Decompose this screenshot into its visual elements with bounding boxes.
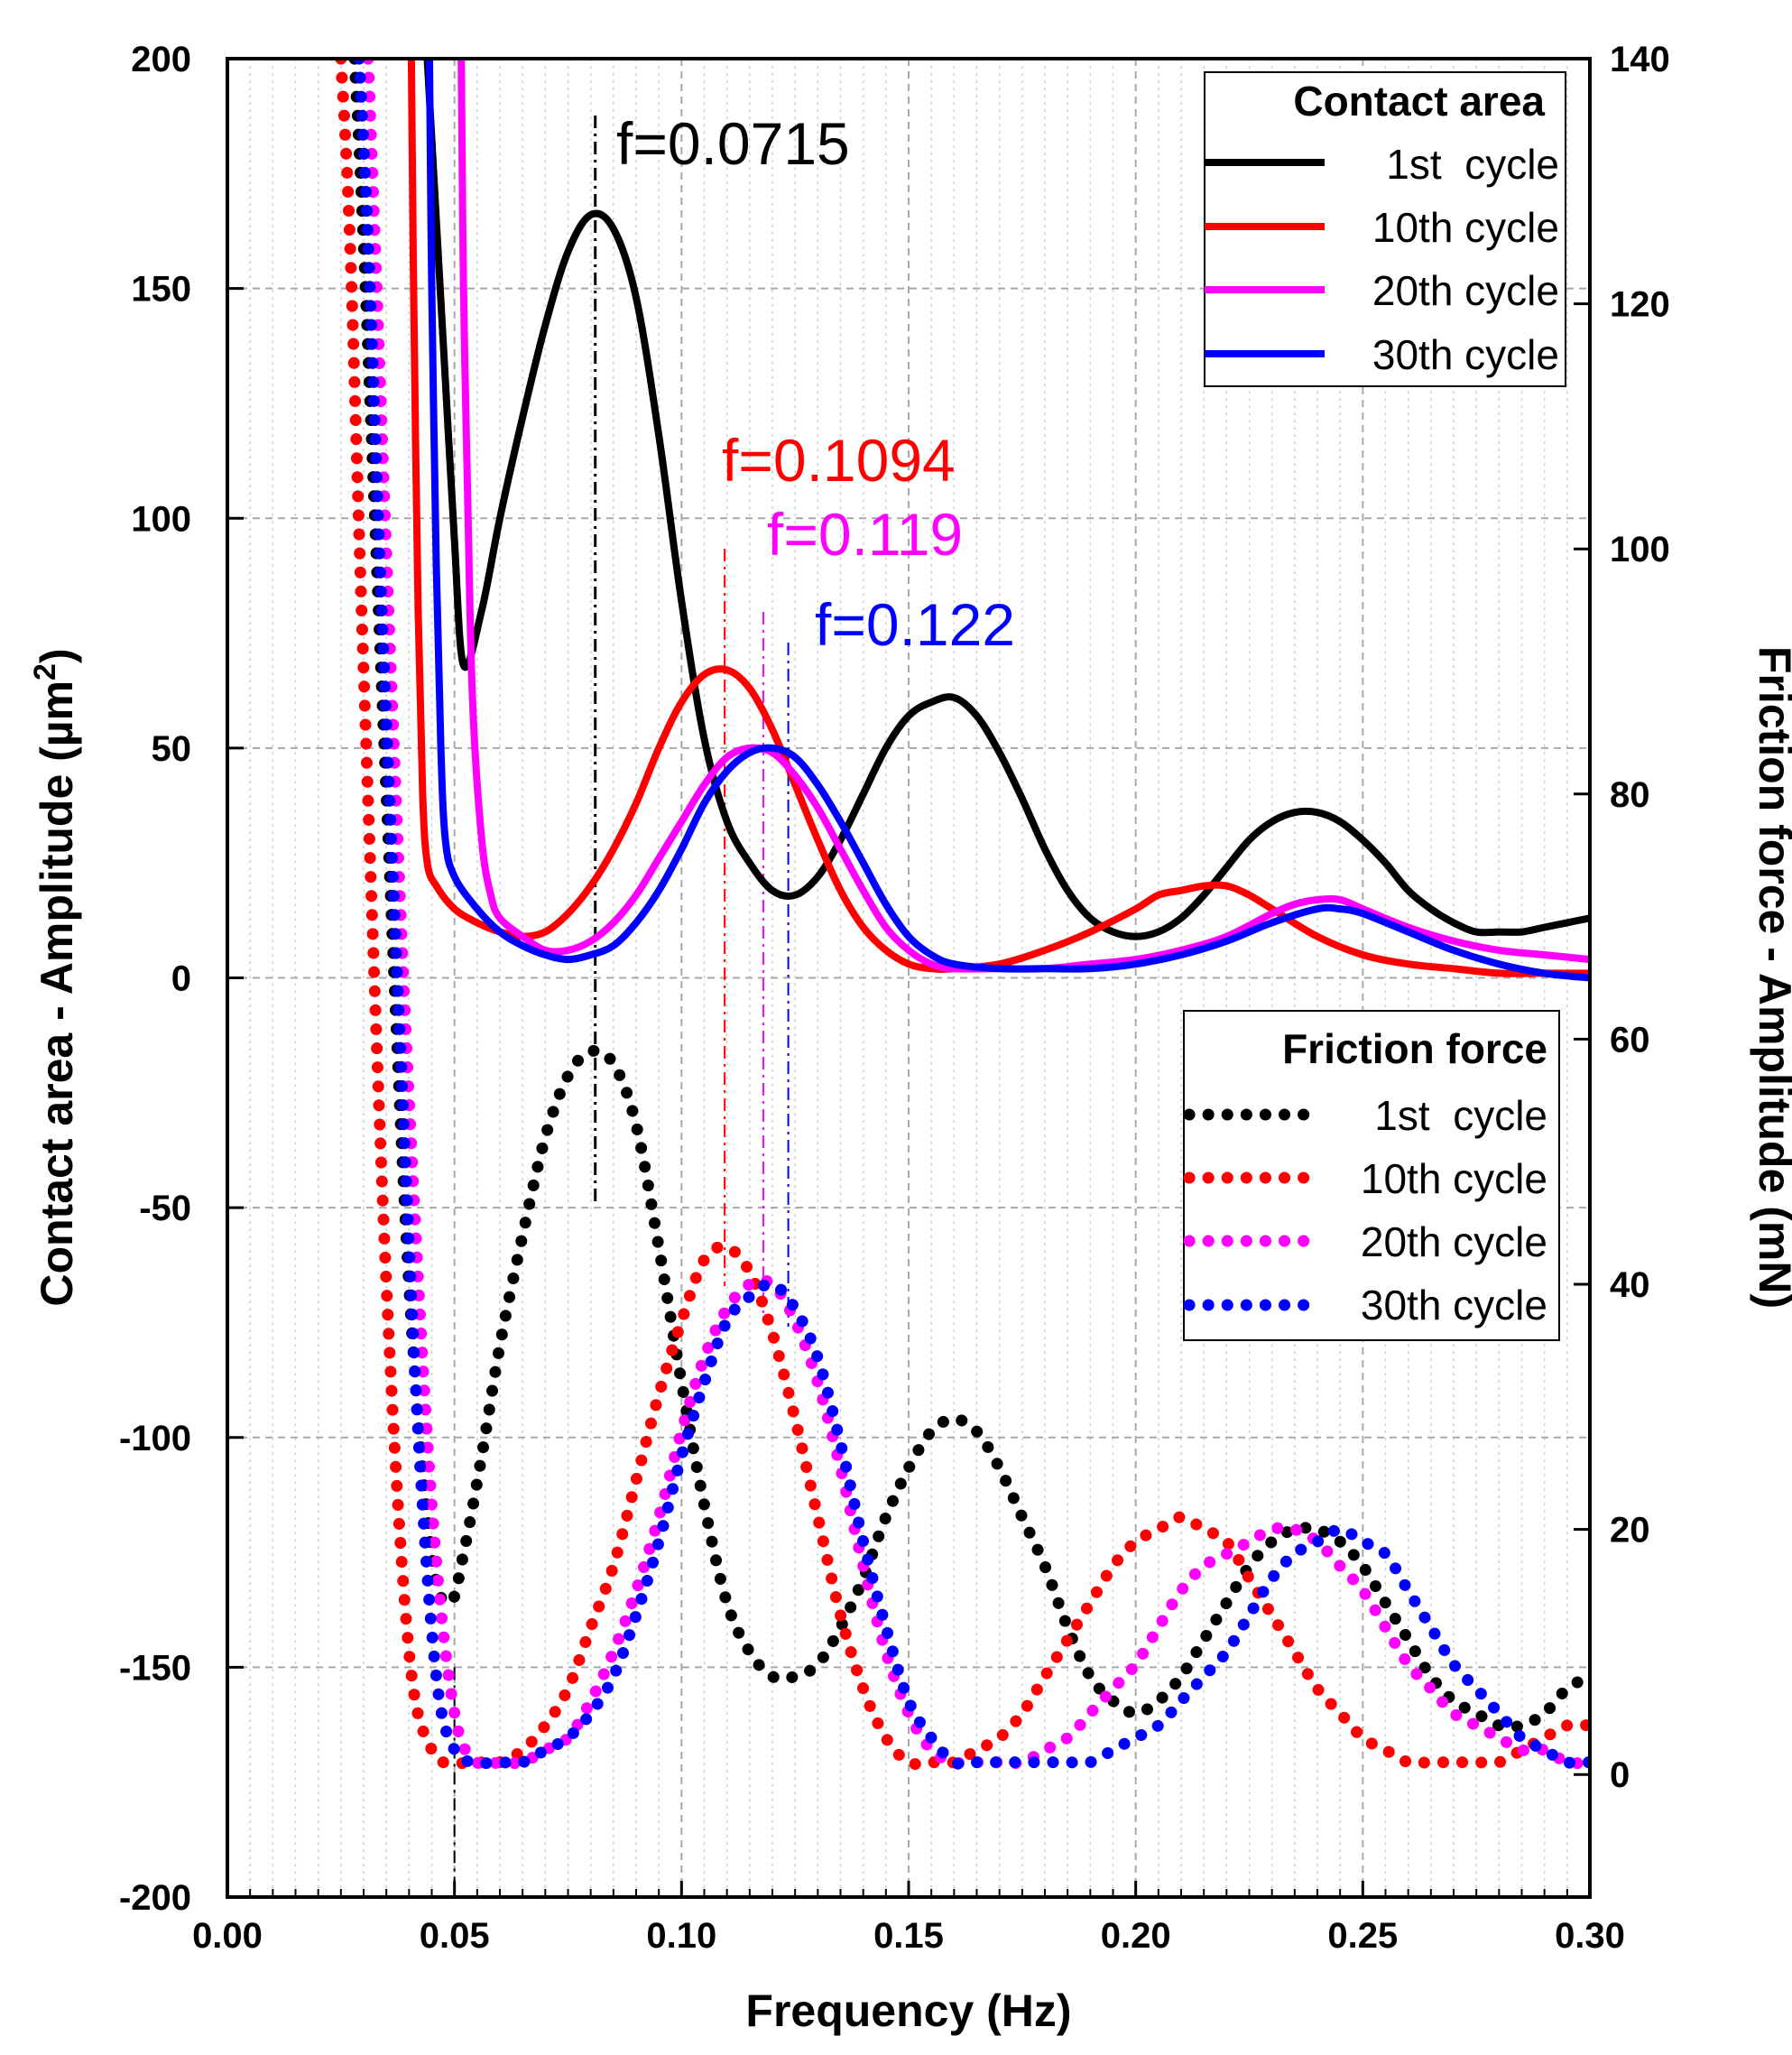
- y-left-tick-label: -200: [119, 1878, 191, 1918]
- y-right-tick-label: 140: [1610, 40, 1670, 79]
- x-tick-label: 0.30: [1555, 1916, 1625, 1956]
- y-axis-right-title: Friction force - Amplitude (mN): [1750, 646, 1792, 1309]
- grid: [226, 58, 1591, 1898]
- series-contact-area-1st-cycle: [423, 59, 1590, 940]
- y-left-tick-label: -50: [139, 1189, 191, 1228]
- legend-contact-label-30th: 30th cycle: [1372, 331, 1559, 378]
- x-tick-label: 0.05: [420, 1916, 490, 1956]
- series-friction-force-20th-cycle: [362, 59, 1590, 1773]
- x-axis-title: Frequency (Hz): [745, 1986, 1071, 2036]
- legend-contact-label-1st: 1st cycle: [1386, 141, 1559, 188]
- y-left-tick-label: 50: [152, 729, 192, 769]
- y-axis-left-title-end: ): [32, 648, 82, 663]
- legend-friction-title: Friction force: [1282, 1025, 1547, 1072]
- x-tick-label: 0.20: [1101, 1916, 1171, 1956]
- legend-friction-label-10th: 10th cycle: [1361, 1155, 1547, 1202]
- series-layer: [335, 59, 1590, 1773]
- x-tick-label: 0.15: [873, 1916, 944, 1956]
- annotation-20th-cycle: f=0.119: [767, 501, 963, 568]
- y-left-tick-label: 200: [131, 40, 191, 79]
- legend-friction-label-30th: 30th cycle: [1361, 1282, 1547, 1328]
- y-left-tick-label: 100: [131, 499, 191, 539]
- annotation-30th-cycle: f=0.122: [815, 591, 1015, 658]
- x-tick-label: 0.00: [192, 1916, 263, 1956]
- series-contact-area-30th-cycle: [426, 59, 1590, 982]
- annotation-1st-cycle: f=0.0715: [616, 110, 850, 177]
- y-axis-left-title-sup: 2: [28, 663, 62, 680]
- x-tick-label: 0.25: [1327, 1916, 1398, 1956]
- series-friction-force-10th-cycle: [335, 59, 1590, 1771]
- legend-friction-force: Friction force 1st cycle 10th cycle 20th…: [1183, 1010, 1560, 1341]
- y-axis-left-title-main: Contact area - Amplitude (µm: [32, 680, 82, 1307]
- y-left-tick-label: -150: [119, 1648, 191, 1688]
- legend-contact-label-20th: 20th cycle: [1372, 267, 1559, 314]
- series-friction-force-30th-cycle: [353, 59, 1590, 1771]
- y-right-tick-label: 40: [1610, 1265, 1650, 1305]
- legend-contact-area: Contact area 1st cycle 10th cycle 20th c…: [1204, 71, 1566, 387]
- series-contact-area-10th-cycle: [407, 59, 1590, 977]
- y-left-tick-label: 150: [131, 270, 191, 310]
- y-right-tick-label: 0: [1610, 1755, 1630, 1795]
- legend-contact-label-10th: 10th cycle: [1372, 204, 1559, 251]
- y-axis-left-title: Contact area - Amplitude (µm2): [28, 648, 82, 1306]
- series-friction-force-1st-cycle: [348, 59, 1590, 1734]
- annotation-10th-cycle: f=0.1094: [722, 427, 956, 494]
- legend-contact-title: Contact area: [1293, 78, 1545, 125]
- y-right-tick-label: 60: [1610, 1020, 1650, 1060]
- x-tick-label: 0.10: [646, 1916, 716, 1956]
- y-left-tick-label: 0: [171, 959, 191, 999]
- legend-friction-label-20th: 20th cycle: [1361, 1218, 1547, 1265]
- y-right-tick-label: 80: [1610, 775, 1650, 815]
- y-right-tick-label: 20: [1610, 1511, 1650, 1551]
- y-left-tick-label: -100: [119, 1419, 191, 1458]
- y-right-tick-label: 100: [1610, 530, 1670, 569]
- legend-friction-label-1st: 1st cycle: [1374, 1092, 1547, 1139]
- y-right-tick-label: 120: [1610, 285, 1670, 325]
- series-contact-area-20th-cycle: [457, 59, 1590, 973]
- axis-ticks: 0.00 0.05 0.10 0.15 0.20 0.25 0.30200150100500…: [119, 40, 1670, 1956]
